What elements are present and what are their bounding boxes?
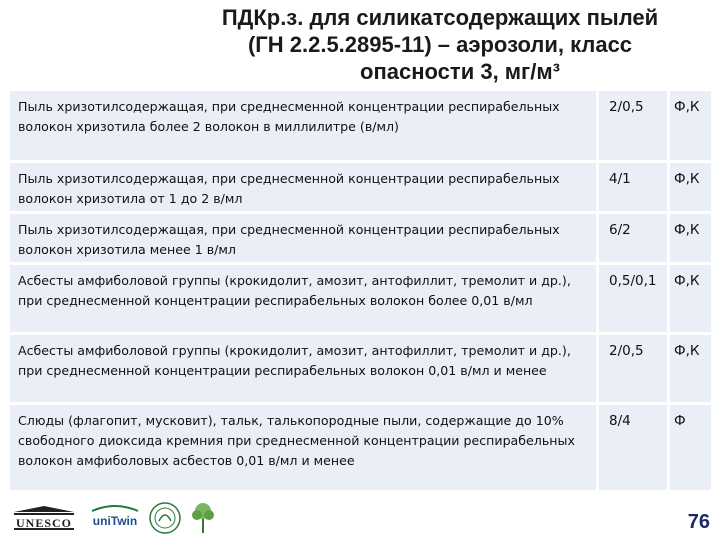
footer-logos: UNESCO uniTwin	[8, 497, 308, 537]
svg-text:uniTwin: uniTwin	[93, 514, 137, 528]
substance-cell: Пыль хризотилсодержащая, при среднесменн…	[10, 91, 599, 163]
table-row: Асбесты амфиболовой группы (крокидолит, …	[10, 333, 711, 405]
code-cell: Ф,К	[668, 333, 711, 405]
value-cell: 4/1	[597, 161, 670, 214]
value-cell: 8/4	[597, 403, 670, 493]
value-cell: 0,5/0,1	[597, 263, 670, 335]
substance-cell: Асбесты амфиболовой группы (крокидолит, …	[10, 263, 599, 335]
unesco-logo: UNESCO	[14, 506, 74, 530]
substance-cell: Пыль хризотилсодержащая, при среднесменн…	[10, 212, 599, 265]
table-row: Пыль хризотилсодержащая, при среднесменн…	[10, 161, 711, 214]
page-number: 76	[687, 511, 710, 533]
code-cell: Ф,К	[668, 212, 711, 265]
mac-table: Пыль хризотилсодержащая, при среднесменн…	[10, 91, 711, 493]
title-line-3: опасности 3, мг/м³	[360, 59, 560, 84]
table-row: Слюды (флагопит, мусковит), тальк, тальк…	[10, 403, 711, 493]
value-cell: 6/2	[597, 212, 670, 265]
substance-cell: Слюды (флагопит, мусковит), тальк, тальк…	[10, 403, 599, 493]
unitwin-logo: uniTwin	[91, 505, 139, 528]
seal-icon	[149, 502, 181, 534]
tree-icon	[192, 503, 214, 533]
code-cell: Ф,К	[668, 263, 711, 335]
page-title: ПДКр.з. для силикатсодержащих пылей (ГН …	[170, 4, 710, 85]
substance-cell: Асбесты амфиболовой группы (крокидолит, …	[10, 333, 599, 405]
code-cell: Ф	[668, 403, 711, 493]
table-row: Асбесты амфиболовой группы (крокидолит, …	[10, 263, 711, 335]
value-cell: 2/0,5	[597, 91, 670, 163]
code-cell: Ф,К	[668, 91, 711, 163]
substance-cell: Пыль хризотилсодержащая, при среднесменн…	[10, 161, 599, 214]
value-cell: 2/0,5	[597, 333, 670, 405]
title-line-2: (ГН 2.2.5.2895-11) – аэрозоли, класс	[247, 32, 633, 57]
table-row: Пыль хризотилсодержащая, при среднесменн…	[10, 91, 711, 163]
svg-text:UNESCO: UNESCO	[16, 516, 72, 530]
title-line-1: ПДКр.з. для силикатсодержащих пылей	[221, 5, 659, 30]
code-cell: Ф,К	[668, 161, 711, 214]
table-row: Пыль хризотилсодержащая, при среднесменн…	[10, 212, 711, 265]
